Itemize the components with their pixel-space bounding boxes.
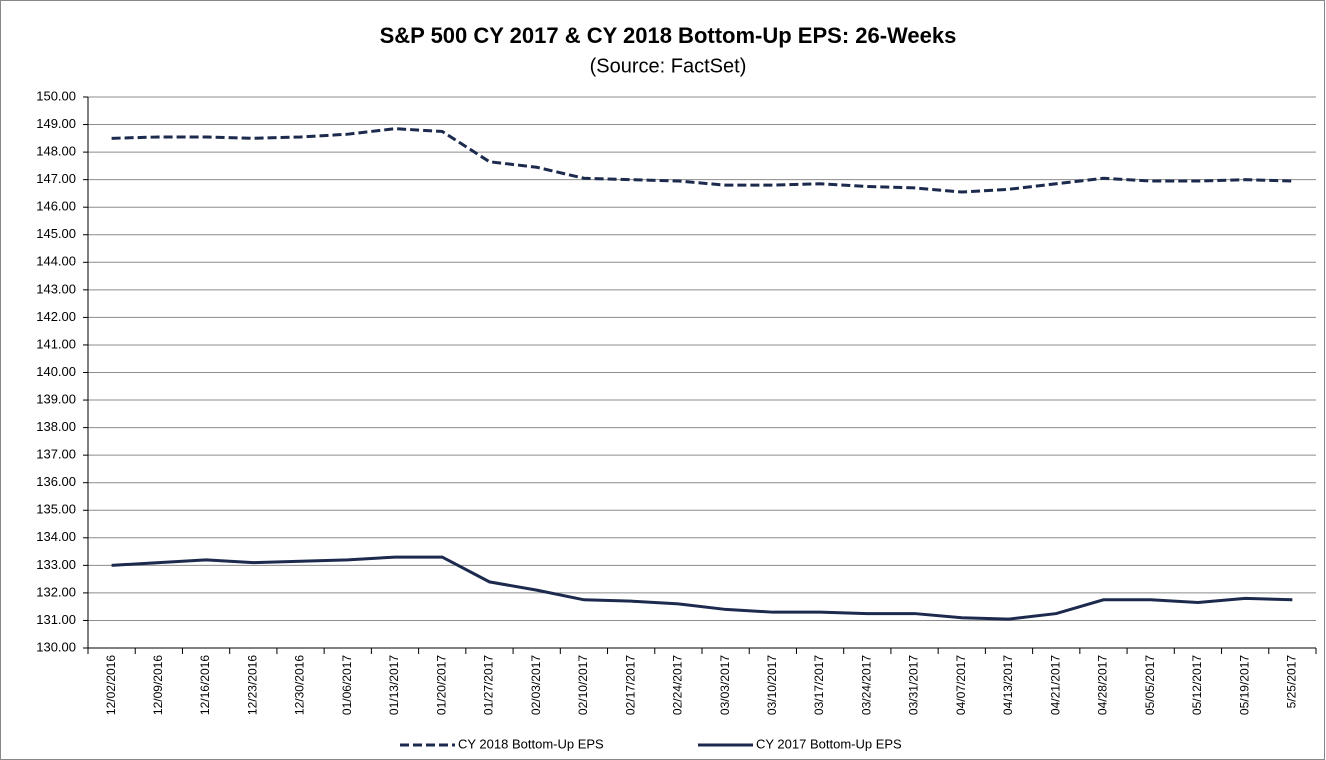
x-tick-label: 04/21/2017: [1048, 655, 1062, 715]
x-tick-label: 02/17/2017: [623, 655, 637, 715]
x-tick-label: 03/10/2017: [765, 655, 779, 715]
y-tick-label: 141.00: [36, 336, 76, 351]
x-tick-label: 03/31/2017: [907, 655, 921, 715]
y-tick-label: 132.00: [36, 584, 76, 599]
y-tick-label: 142.00: [36, 309, 76, 324]
x-tick-label: 01/13/2017: [387, 655, 401, 715]
y-tick-label: 147.00: [36, 171, 76, 186]
y-tick-label: 133.00: [36, 557, 76, 572]
legend-label: CY 2017 Bottom-Up EPS: [756, 736, 902, 751]
x-tick-label: 01/27/2017: [482, 655, 496, 715]
x-tick-label: 04/07/2017: [954, 655, 968, 715]
y-tick-label: 135.00: [36, 502, 76, 517]
y-tick-label: 131.00: [36, 612, 76, 627]
y-tick-label: 144.00: [36, 254, 76, 269]
x-tick-label: 05/12/2017: [1190, 655, 1204, 715]
x-tick-label: 04/13/2017: [1001, 655, 1015, 715]
chart-subtitle: (Source: FactSet): [590, 55, 747, 77]
y-tick-label: 150.00: [36, 88, 76, 103]
x-tick-label: 12/02/2016: [104, 655, 118, 715]
x-tick-label: 02/03/2017: [529, 655, 543, 715]
x-tick-label: 05/05/2017: [1143, 655, 1157, 715]
x-tick-label: 02/10/2017: [576, 655, 590, 715]
series-line: [111, 127, 1293, 194]
chart-title: S&P 500 CY 2017 & CY 2018 Bottom-Up EPS:…: [380, 23, 957, 48]
legend-label: CY 2018 Bottom-Up EPS: [458, 736, 604, 751]
x-tick-label: 12/30/2016: [293, 655, 307, 715]
y-tick-label: 136.00: [36, 474, 76, 489]
x-tick-label: 03/24/2017: [859, 655, 873, 715]
x-tick-label: 5/25/2017: [1285, 655, 1299, 709]
y-tick-label: 137.00: [36, 447, 76, 462]
y-tick-label: 134.00: [36, 529, 76, 544]
y-tick-label: 149.00: [36, 116, 76, 131]
y-tick-label: 130.00: [36, 639, 76, 654]
y-tick-label: 140.00: [36, 364, 76, 379]
y-tick-label: 139.00: [36, 391, 76, 406]
x-tick-label: 12/16/2016: [198, 655, 212, 715]
x-tick-label: 01/06/2017: [340, 655, 354, 715]
y-tick-label: 143.00: [36, 281, 76, 296]
y-tick-label: 145.00: [36, 226, 76, 241]
x-tick-label: 05/19/2017: [1237, 655, 1251, 715]
x-tick-label: 01/20/2017: [434, 655, 448, 715]
x-tick-label: 03/17/2017: [812, 655, 826, 715]
y-tick-label: 138.00: [36, 419, 76, 434]
x-tick-label: 12/23/2016: [245, 655, 259, 715]
series-line: [111, 555, 1293, 621]
x-tick-label: 04/28/2017: [1096, 655, 1110, 715]
y-tick-label: 146.00: [36, 199, 76, 214]
x-tick-label: 12/09/2016: [151, 655, 165, 715]
y-tick-label: 148.00: [36, 144, 76, 159]
x-tick-label: 03/03/2017: [718, 655, 732, 715]
x-tick-label: 02/24/2017: [671, 655, 685, 715]
